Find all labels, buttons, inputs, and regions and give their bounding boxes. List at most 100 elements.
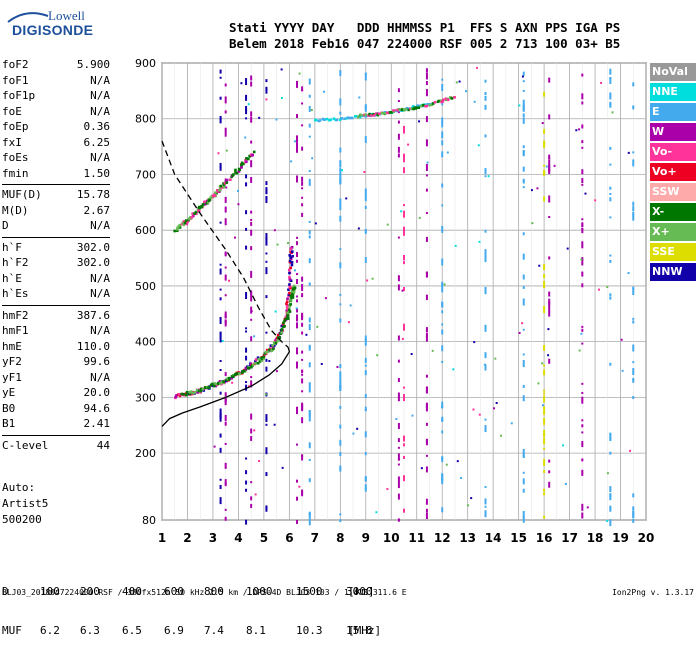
noise-column-dot [484,134,487,138]
noise-dot [521,322,524,325]
noise-column-dot [581,169,584,175]
noise-column-dot [301,454,304,461]
noise-column-dot [265,252,268,255]
o-trace-dot [223,379,227,383]
high-echo-x-dot [386,111,389,115]
noise-column-dot [301,373,304,376]
ionogram-plot: 1 2 3 4 5 6 7 8 9 10 11 12 13 14 15 16 17 18 19 20802003004… [135,57,654,545]
x-trace-dot [286,315,289,319]
param-value: N/A [90,104,110,118]
noise-column-dot [219,76,222,79]
noise-dot [366,279,369,282]
multihop-x-dot [178,226,182,229]
noise-column-dot [543,364,546,367]
o-trace-dot [285,302,288,306]
noise-dot [250,310,253,313]
noise-column-dot [548,77,551,83]
x-trace-dot [238,372,241,375]
noise-column-dot [245,245,248,250]
noise-dot [446,151,449,154]
noise-dot [375,511,378,514]
noise-dot [578,349,581,352]
noise-column-dot [245,78,248,86]
x-tick-label: 16 [536,531,553,545]
noise-column-dot [484,229,487,233]
noise-column-dot [301,322,304,327]
param-row: D N/A [2,219,110,235]
noise-column-dot [265,423,268,426]
noise-column-dot [301,102,304,105]
noise-dot [324,297,327,300]
noise-column-dot [548,256,551,260]
high-echo-dot [332,117,336,121]
noise-column-dot [548,165,551,173]
noise-column-dot [308,410,311,417]
noise-column-dot [339,98,342,106]
noise-column-dot [296,479,299,483]
legend-item-nne: NNE [650,83,696,101]
noise-column-dot [265,295,268,299]
param-value: 44 [96,438,110,452]
noise-column-dot [632,288,635,296]
param-value: 15.78 [76,188,110,201]
param-value: 5.900 [76,58,110,71]
noise-column-dot [224,516,227,521]
param-row: B1 2.41 [2,417,110,433]
x-trace-dot [292,286,295,290]
noise-dot [357,227,360,230]
param-row: M(D) 2.67 [2,204,110,220]
noise-column-dot [632,214,635,221]
noise-column-dot [339,424,342,429]
x-trace-dot [241,370,245,373]
o-trace-dot [273,344,276,347]
noise-column-dot [250,111,253,117]
x-trace-dot [188,390,192,394]
param-label: h`F2 [2,256,29,269]
noise-dot [247,103,250,106]
legend-item-x-: X+ [650,223,696,241]
param-row: MUF(D) 15.78 [2,188,110,204]
param-row: fxI 6.25 [2,136,110,152]
noise-column-dot [441,416,444,421]
noise-column-dot [581,424,584,428]
noise-column-dot [219,369,222,372]
noise-dot [371,277,374,280]
multihop-x-dot [177,225,180,229]
noise-column-dot [308,235,311,239]
noise-column-dot [245,327,248,330]
o-trace-dot [290,250,294,253]
noise-dot [280,97,283,100]
param-label: B0 [2,401,16,415]
param-label: B1 [2,417,16,430]
param-value: 302.0 [76,240,110,254]
noise-column-dot [224,508,227,511]
noise-column-dot [301,276,304,282]
noise-column-dot [581,419,584,422]
param-row: foEp 0.36 [2,120,110,136]
multihop-dot [225,181,229,184]
muf-value: 10.3 [296,624,323,637]
noise-dot [541,362,544,365]
noise-column-dot [224,442,227,445]
x-trace-dot [290,290,294,293]
param-row: h`F2 302.0 [2,256,110,272]
noise-dot [606,472,609,475]
multihop-dot [185,222,189,226]
noise-column-dot [296,273,299,276]
multihop-x-dot [178,223,182,227]
noise-column-dot [632,379,635,382]
noise-column-dot [543,274,546,279]
noise-column-dot [250,380,253,388]
multihop-x-dot [219,184,223,188]
noise-column-dot [609,186,612,190]
noise-column-dot [403,394,405,402]
noise-dot [293,140,296,143]
y-tick-label: 900 [135,57,156,70]
multihop-dot [237,167,241,171]
noise-column-dot [364,194,367,202]
noise-column-dot [250,290,253,295]
o-trace-dot [174,395,178,399]
noise-column-dot [339,439,342,446]
x-trace-dot [208,386,211,389]
x-trace-dot [262,357,266,360]
